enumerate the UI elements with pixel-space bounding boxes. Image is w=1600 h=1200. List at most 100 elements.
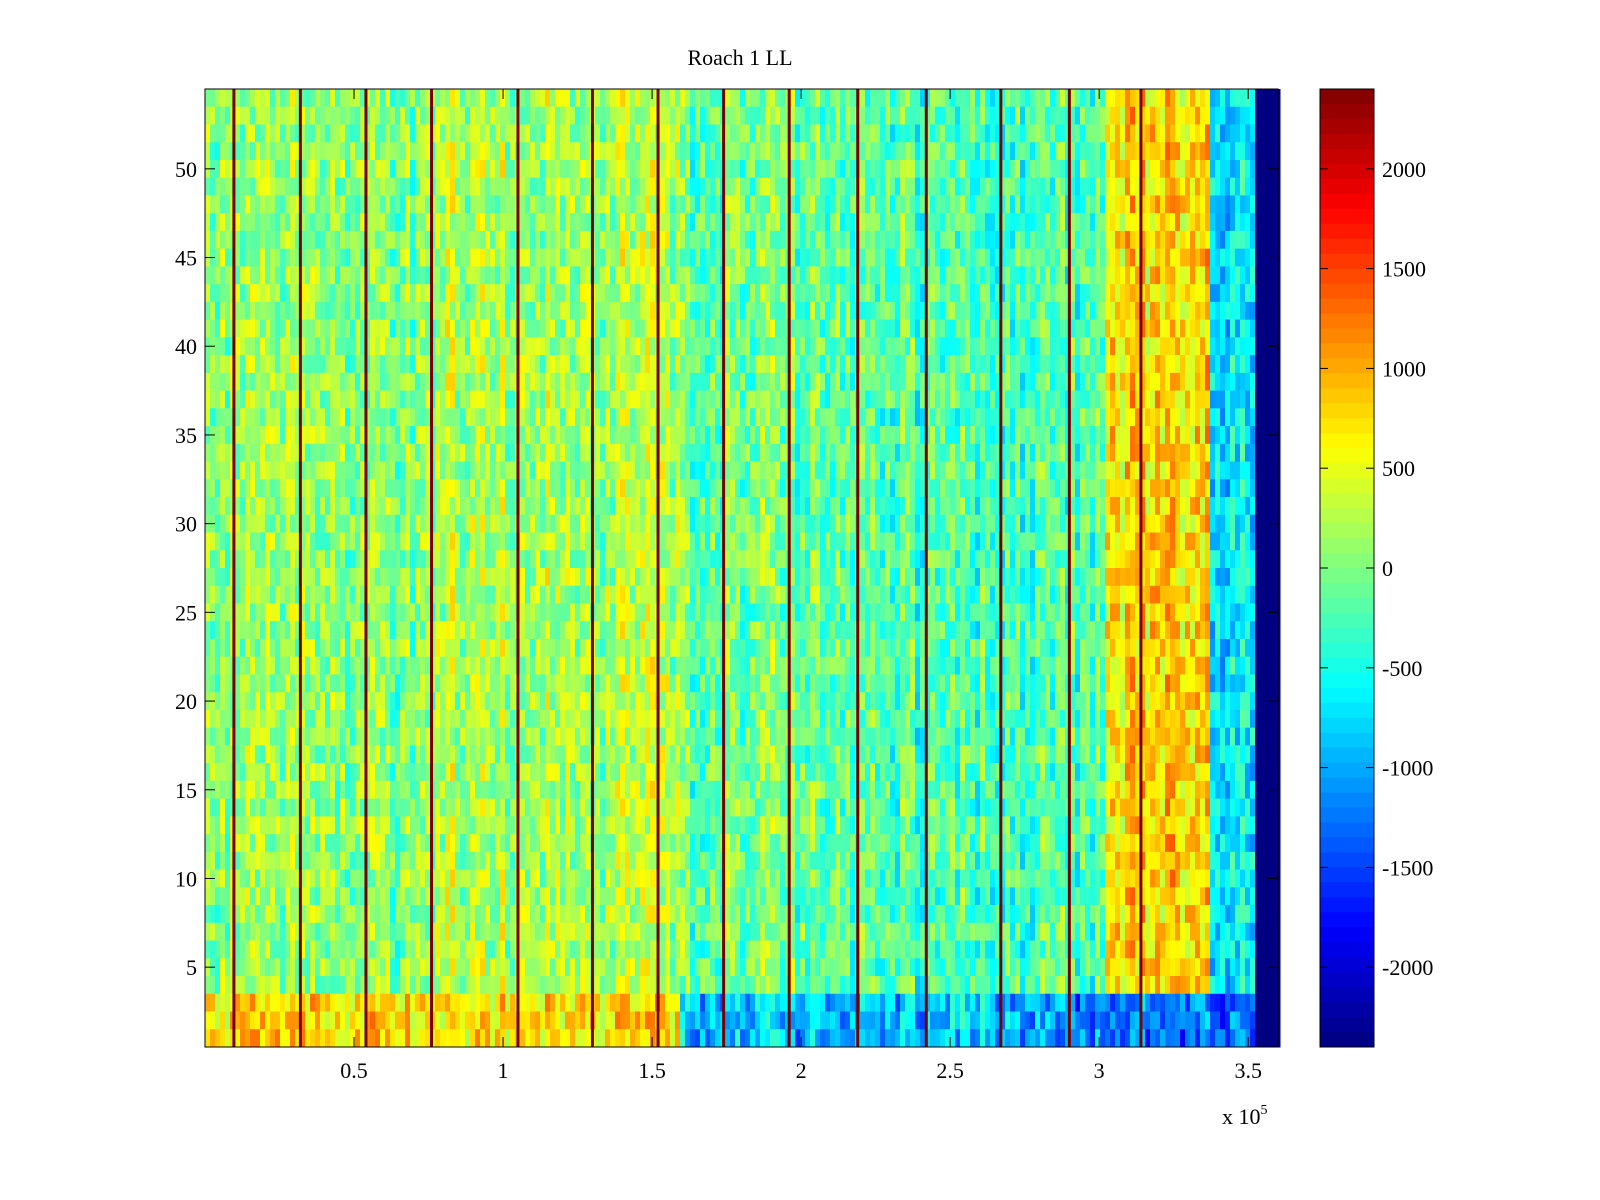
heatmap-cell	[325, 834, 331, 853]
heatmap-cell	[375, 301, 381, 321]
heatmap-cell	[425, 905, 431, 924]
heatmap-cell	[375, 940, 381, 959]
heatmap-cell	[440, 905, 446, 924]
heatmap-cell	[330, 780, 336, 800]
heatmap-cell	[475, 905, 481, 924]
heatmap-cell	[290, 497, 296, 516]
heatmap-cell	[570, 479, 576, 498]
heatmap-cell	[300, 638, 306, 658]
heatmap-cell	[495, 372, 501, 392]
heatmap-cell	[625, 568, 631, 587]
heatmap-cell	[600, 195, 606, 214]
heatmap-cell	[605, 177, 611, 196]
heatmap-cell	[260, 319, 266, 338]
heatmap-cell	[510, 887, 516, 906]
heatmap-cell	[650, 89, 656, 108]
heatmap-cell	[640, 905, 646, 924]
heatmap-cell	[255, 763, 261, 782]
heatmap-cell	[215, 514, 221, 534]
heatmap-cell	[425, 284, 431, 303]
heatmap-cell	[490, 479, 496, 498]
heatmap-cell	[355, 887, 361, 906]
heatmap-cell	[490, 958, 496, 977]
heatmap-cell	[645, 763, 651, 782]
heatmap-cell	[645, 958, 651, 977]
heatmap-cell	[280, 213, 286, 232]
heatmap-cell	[610, 408, 616, 427]
heatmap-cell	[305, 124, 311, 143]
heatmap-cell	[415, 745, 421, 764]
heatmap-cell	[595, 1029, 601, 1048]
heatmap-cell	[345, 319, 351, 338]
heatmap-cell	[505, 106, 511, 125]
heatmap-cell	[620, 443, 626, 463]
heatmap-cell	[245, 372, 251, 392]
heatmap-cell	[620, 159, 626, 179]
heatmap-cell	[520, 940, 526, 959]
heatmap-cell	[285, 461, 291, 480]
heatmap-cell	[585, 301, 591, 321]
heatmap-cell	[350, 674, 356, 693]
heatmap-cell	[340, 1011, 346, 1030]
heatmap-cell	[495, 443, 501, 463]
heatmap-cell	[640, 532, 646, 551]
heatmap-cell	[300, 284, 306, 303]
heatmap-cell	[380, 319, 386, 338]
heatmap-cell	[305, 266, 311, 285]
heatmap-cell	[335, 142, 341, 161]
heatmap-cell	[220, 177, 226, 196]
heatmap-cell	[570, 745, 576, 764]
heatmap-cell	[640, 1029, 646, 1048]
heatmap-cell	[540, 479, 546, 498]
heatmap-cell	[260, 816, 266, 835]
heatmap-cell	[345, 142, 351, 161]
heatmap-cell	[240, 301, 246, 321]
heatmap-cell	[545, 993, 551, 1013]
heatmap-cell	[505, 177, 511, 196]
heatmap-cell	[460, 532, 466, 551]
heatmap-cell	[415, 798, 421, 817]
heatmap-cell	[550, 638, 556, 658]
heatmap-cell	[410, 940, 416, 959]
heatmap-cell	[480, 142, 486, 161]
heatmap-cell	[455, 319, 461, 338]
heatmap-cell	[360, 301, 366, 321]
heatmap-cell	[390, 284, 396, 303]
heatmap-cell	[565, 887, 571, 906]
heatmap-cell	[335, 213, 341, 232]
heatmap-cell	[365, 674, 371, 693]
heatmap-cell	[630, 550, 636, 569]
heatmap-cell	[295, 301, 301, 321]
heatmap-cell	[490, 692, 496, 711]
heatmap-cell	[315, 816, 321, 835]
heatmap-cell	[660, 763, 666, 782]
heatmap-cell	[650, 887, 656, 906]
heatmap-cell	[280, 337, 286, 356]
heatmap-cell	[595, 603, 601, 622]
heatmap-cell	[225, 230, 231, 250]
heatmap-cell	[535, 319, 541, 338]
heatmap-cell	[390, 443, 396, 463]
heatmap-cell	[365, 266, 371, 285]
heatmap-cell	[330, 230, 336, 250]
heatmap-cell	[420, 106, 426, 125]
heatmap-cell	[540, 851, 546, 871]
heatmap-cell	[540, 177, 546, 196]
heatmap-cell	[300, 1029, 306, 1048]
heatmap-cell	[660, 550, 666, 569]
heatmap-cell	[500, 550, 506, 569]
heatmap-cell	[295, 230, 301, 250]
heatmap-cell	[510, 266, 516, 285]
heatmap-cell	[345, 337, 351, 356]
heatmap-cell	[285, 89, 291, 108]
heatmap-cell	[550, 851, 556, 871]
heatmap-cell	[355, 621, 361, 640]
heatmap-cell	[600, 177, 606, 196]
heatmap-cell	[510, 177, 516, 196]
heatmap-cell	[350, 159, 356, 179]
heatmap-cell	[220, 479, 226, 498]
heatmap-cell	[410, 319, 416, 338]
heatmap-cell	[290, 780, 296, 800]
heatmap-cell	[265, 408, 271, 427]
heatmap-cell	[210, 355, 216, 374]
